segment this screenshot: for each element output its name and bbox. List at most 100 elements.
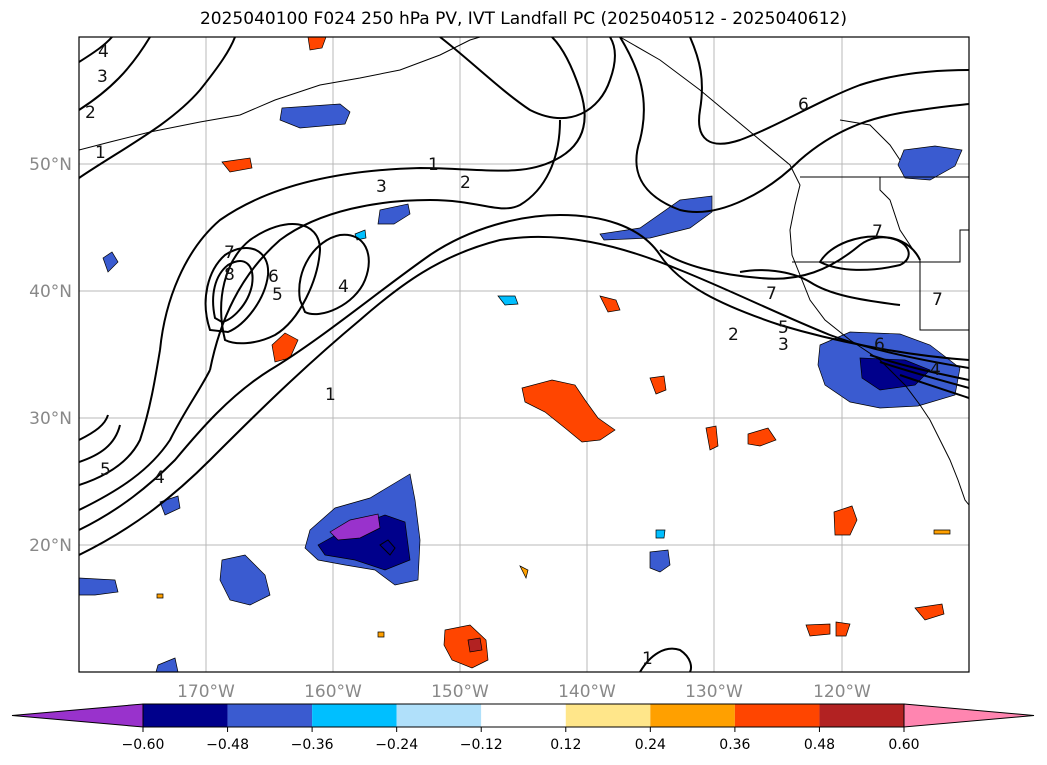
colorbar-segment	[565, 704, 651, 727]
lat-label: 30°N	[29, 409, 72, 429]
contour-label: 7	[932, 290, 943, 310]
contour-label: 6	[874, 335, 885, 355]
pv-negative-region	[279, 103, 351, 129]
coastlines	[79, 37, 969, 556]
ivt-contour	[79, 37, 236, 179]
contour-label: 4	[930, 360, 941, 380]
pv-positive-core	[467, 637, 483, 653]
ivt-contour	[298, 233, 370, 316]
pv-positive-region	[833, 505, 858, 536]
lon-label: 150°W	[431, 682, 489, 702]
pv-negative-core	[859, 357, 931, 391]
map-title: 2025040100 F024 250 hPa PV, IVT Landfall…	[199, 9, 847, 29]
contour-label: 1	[95, 143, 106, 163]
contour-label: 5	[778, 318, 789, 338]
contour-label: 4	[338, 277, 349, 297]
contour-label: 3	[376, 177, 387, 197]
contour-label: 1	[642, 649, 653, 669]
pv-positive-region	[705, 425, 719, 451]
ivt-contour	[212, 260, 254, 324]
pv-positive-region	[443, 624, 489, 669]
colorbar-segment	[819, 704, 904, 727]
ivt-contour	[79, 424, 121, 463]
colorbar-segment	[481, 704, 566, 727]
ivt-contour	[79, 369, 211, 511]
colorbar-tick-label: 0.12	[550, 737, 581, 753]
colorbar-tick-label: 0.24	[635, 737, 666, 753]
pv-positive-region	[271, 332, 299, 363]
colorbar-segment	[312, 704, 397, 727]
ivt-contour	[739, 269, 901, 306]
pv-negative-region	[497, 295, 519, 306]
ivt-contour	[79, 235, 969, 556]
colorbar-segment	[227, 704, 313, 727]
pv-negative-region	[102, 251, 119, 273]
ivt-contour	[689, 37, 969, 145]
pv-positive-region	[805, 623, 831, 637]
ivt-contour	[204, 246, 270, 334]
contour-label: 3	[778, 335, 789, 355]
contour-label: 2	[728, 325, 739, 345]
colorbar-tick-label: 0.48	[804, 737, 835, 753]
pv-positive-region	[519, 565, 529, 580]
colorbar-tick-label: 0.36	[719, 737, 750, 753]
pv-positive-region	[307, 37, 327, 51]
pv-negative-region	[655, 529, 666, 539]
lon-label: 170°W	[177, 682, 235, 702]
contour-label: 7	[766, 284, 777, 304]
contour-label: 4	[154, 468, 165, 488]
pv-negative-region	[649, 549, 671, 573]
ivt-contour	[79, 213, 969, 531]
pv-positive-region	[377, 631, 385, 638]
ivt-contour	[209, 119, 561, 371]
pv-positive-region	[156, 593, 164, 599]
ivt-contour	[79, 37, 151, 111]
pv-positive-region	[521, 379, 616, 443]
map-frame	[78, 36, 970, 673]
lon-label: 120°W	[813, 682, 871, 702]
colorbar-extend-low	[11, 703, 144, 728]
contour-label: 3	[97, 67, 108, 87]
pv-positive-region	[933, 529, 951, 535]
contour-label: 6	[268, 267, 279, 287]
contour-label: 7	[224, 243, 235, 263]
ivt-contour	[818, 235, 910, 271]
contour-label: 8	[224, 265, 235, 285]
colorbar-segment	[650, 704, 735, 727]
pv-anomaly-fills	[79, 37, 963, 672]
colorbar-segment	[143, 704, 228, 727]
contour-label: 2	[85, 103, 96, 123]
contour-label: 1	[428, 155, 439, 175]
contour-label: 7	[872, 222, 883, 242]
ivt-contour	[619, 37, 969, 213]
pv-negative-region	[219, 554, 271, 606]
colorbar-outline	[142, 703, 905, 728]
ivt-contour	[79, 349, 161, 486]
pv-positive-region	[649, 375, 667, 395]
ivt-contour	[79, 37, 113, 63]
colorbar-tick-label: −0.48	[206, 737, 249, 753]
pv-positive-region	[914, 603, 945, 621]
colorbar-tick-label: −0.60	[122, 737, 165, 753]
contour-label: 2	[460, 173, 471, 193]
colorbar-segment	[734, 704, 820, 727]
lat-label: 40°N	[29, 282, 72, 302]
colorbar-tick-label: 0.60	[888, 737, 919, 753]
colorbar-extend-high	[903, 703, 1035, 728]
pv-negative-region	[79, 577, 119, 596]
ivt-contour	[879, 361, 969, 389]
ivt-contour	[899, 374, 969, 399]
ivt-contour	[869, 354, 969, 381]
contour-label: 1	[325, 385, 336, 405]
contour-label: 5	[272, 285, 283, 305]
pv-negative-region	[897, 145, 963, 181]
ivt-contour	[639, 647, 692, 672]
ivt-contours	[79, 37, 969, 672]
ivt-contour	[79, 414, 109, 441]
colorbar-segment	[396, 704, 482, 727]
contour-label: 5	[100, 460, 111, 480]
colorbar-tick-label: −0.36	[291, 737, 334, 753]
pv-negative-region	[599, 195, 713, 241]
pv-positive-region	[599, 295, 621, 313]
